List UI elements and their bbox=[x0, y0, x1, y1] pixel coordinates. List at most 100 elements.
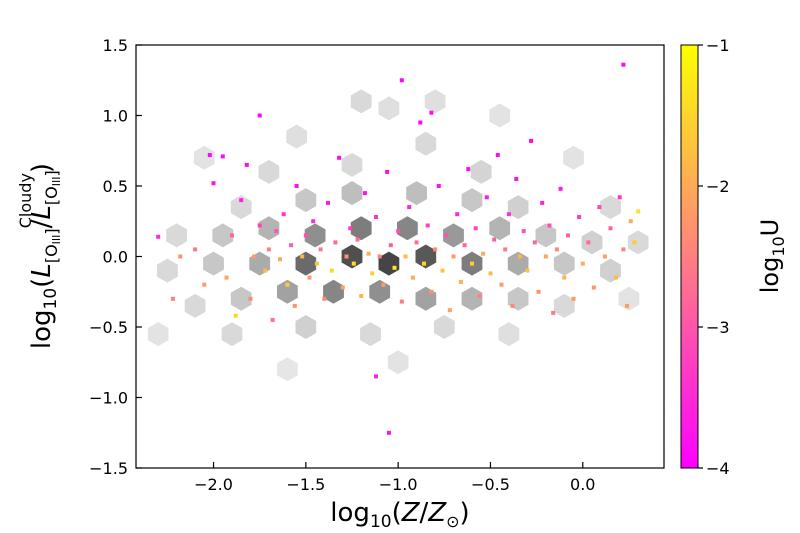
scatter-point bbox=[274, 229, 279, 234]
scatter-point bbox=[244, 162, 249, 167]
hexbin-cell bbox=[258, 159, 280, 184]
colorbar-tick-label: −1 bbox=[706, 36, 730, 55]
hexbin-cell bbox=[350, 216, 372, 241]
scatter-point bbox=[307, 275, 312, 280]
hexbin-cell bbox=[277, 279, 298, 304]
hexbin-cell bbox=[461, 286, 483, 311]
x-tick-label: −1.5 bbox=[286, 475, 325, 494]
colorbar-label: log10U bbox=[756, 219, 788, 294]
scatter-point bbox=[318, 247, 323, 252]
scatter-point bbox=[477, 294, 482, 298]
y-tick-label: −1.5 bbox=[89, 459, 128, 478]
scatter-point bbox=[625, 303, 630, 308]
scatter-point bbox=[292, 303, 297, 308]
hexbin-cell bbox=[415, 131, 437, 156]
scatter-point bbox=[386, 430, 391, 435]
scatter-point bbox=[536, 289, 541, 294]
scatter-point bbox=[348, 226, 353, 231]
scatter-point bbox=[580, 261, 585, 266]
scatter-point bbox=[314, 261, 319, 266]
hexbin-cell bbox=[489, 103, 511, 128]
scatter-point bbox=[359, 294, 364, 298]
hexbin-cell bbox=[369, 279, 391, 304]
hexbin-cell bbox=[600, 195, 621, 220]
scatter-point bbox=[281, 212, 286, 217]
hexbin-cell bbox=[286, 124, 307, 149]
hexbin-cell bbox=[212, 223, 234, 248]
scatter-point bbox=[617, 195, 622, 200]
scatter-point bbox=[429, 110, 434, 115]
scatter-point bbox=[257, 113, 262, 118]
scatter-point bbox=[636, 209, 641, 214]
scatter-point bbox=[230, 233, 234, 238]
scatter-point bbox=[381, 282, 386, 287]
x-tick-label: −2.0 bbox=[194, 475, 233, 494]
hexbin-cell bbox=[553, 293, 575, 318]
scatter-point bbox=[591, 285, 596, 290]
scatter-point bbox=[521, 229, 526, 234]
y-axis-ticks: −1.5 −1.0 −0.5 0.0 0.5 1.0 1.5 bbox=[89, 36, 142, 478]
scatter-point bbox=[170, 296, 175, 301]
x-tick-label: −1.0 bbox=[379, 475, 418, 494]
scatter-point bbox=[333, 240, 338, 245]
colorbar-tick-label: −4 bbox=[706, 459, 730, 478]
scatter-point bbox=[407, 205, 412, 210]
scatter-point bbox=[248, 296, 253, 301]
scatter-point bbox=[529, 138, 534, 143]
scatter-point bbox=[403, 254, 408, 259]
hexbin-cell bbox=[397, 216, 418, 241]
hexbin-cell bbox=[230, 195, 252, 220]
scatter-point bbox=[602, 254, 607, 259]
hexbin-cell bbox=[203, 251, 224, 276]
scatter-point bbox=[597, 205, 602, 210]
y-tick-label: 0.5 bbox=[103, 177, 128, 196]
scatter-point bbox=[294, 184, 299, 188]
scatter-point bbox=[540, 200, 545, 205]
scatter-point bbox=[566, 233, 570, 238]
scatter-point bbox=[551, 310, 556, 315]
scatter-point bbox=[207, 153, 212, 157]
scatter-point bbox=[628, 219, 633, 224]
scatter-point bbox=[355, 237, 360, 242]
y-tick-label: −1.0 bbox=[89, 389, 128, 408]
scatter-point bbox=[621, 62, 626, 67]
scatter-point bbox=[586, 240, 591, 245]
hexbin-cell bbox=[535, 223, 557, 248]
hexbin-cell bbox=[433, 315, 455, 339]
hexbin-cell bbox=[221, 322, 243, 347]
scatter-point bbox=[366, 251, 371, 256]
scatter-point bbox=[451, 254, 456, 259]
scatter-point bbox=[562, 275, 567, 280]
scatter-point bbox=[554, 247, 559, 252]
hexbin-cell bbox=[350, 89, 372, 114]
scatter-point bbox=[311, 219, 316, 224]
scatter-point bbox=[470, 261, 474, 266]
hexbin-cell bbox=[277, 357, 298, 382]
x-tick-label: 0.0 bbox=[570, 475, 595, 494]
scatter-point bbox=[193, 247, 198, 252]
scatter-point bbox=[518, 254, 522, 259]
colorbar-tick-label: −3 bbox=[706, 318, 730, 337]
y-tick-label: 0.0 bbox=[103, 248, 128, 267]
scatter-point bbox=[484, 195, 489, 200]
scatter-point bbox=[303, 233, 308, 238]
scatter-point bbox=[211, 181, 216, 186]
scatter-point bbox=[329, 268, 334, 273]
hexbin-cell bbox=[581, 230, 603, 255]
scatter-point bbox=[440, 268, 445, 273]
hexbin-cell bbox=[470, 159, 492, 184]
hexbin-cell bbox=[193, 145, 215, 170]
hexbin-cell bbox=[295, 188, 317, 213]
scatter-point bbox=[233, 313, 238, 318]
hexbin-cell bbox=[553, 251, 575, 276]
scatter-point bbox=[510, 303, 515, 308]
scatter-point bbox=[632, 240, 637, 245]
scatter-point bbox=[492, 237, 497, 242]
scatter-point bbox=[425, 223, 430, 228]
hexbin-cell bbox=[166, 223, 187, 248]
hexbin-cell bbox=[323, 279, 344, 304]
hexbin-cell bbox=[295, 251, 317, 276]
scatter-point bbox=[285, 282, 290, 287]
scatter-point bbox=[396, 229, 401, 234]
scatter-point bbox=[577, 215, 582, 219]
